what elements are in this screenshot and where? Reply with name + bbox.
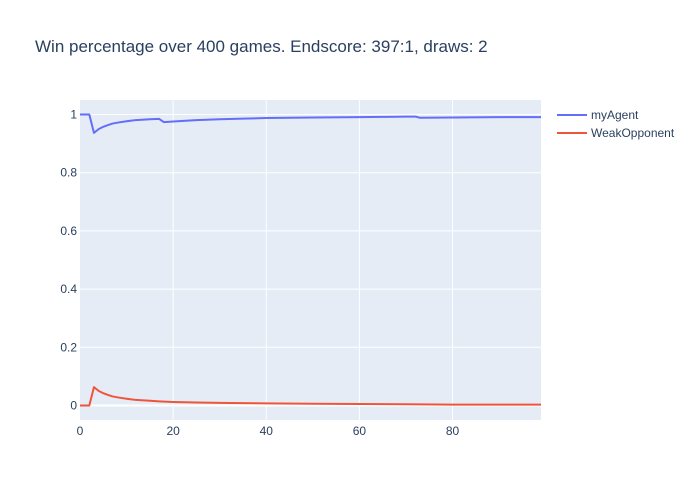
series-layer xyxy=(80,113,541,407)
y-tick-label: 0.2 xyxy=(60,340,77,354)
chart-title: Win percentage over 400 games. Endscore:… xyxy=(35,37,488,56)
x-axis: 0 20 40 60 80 xyxy=(77,424,460,438)
x-tick-label: 40 xyxy=(260,424,274,438)
y-axis: 0 0.2 0.4 0.6 0.8 1 xyxy=(60,108,77,413)
x-tick-label: 20 xyxy=(166,424,180,438)
legend-label: myAgent xyxy=(591,108,639,122)
plot-area xyxy=(80,100,541,420)
legend-label: WeakOpponent xyxy=(591,126,675,140)
x-tick-label: 0 xyxy=(77,424,84,438)
legend-item-WeakOpponent[interactable]: WeakOpponent xyxy=(557,126,675,140)
y-tick-label: 1 xyxy=(70,108,77,122)
y-tick-label: 0.6 xyxy=(60,224,77,238)
legend-item-myAgent[interactable]: myAgent xyxy=(557,108,639,122)
x-tick-label: 80 xyxy=(446,424,460,438)
series-line-WeakOpponent xyxy=(80,386,541,407)
series-line-myAgent xyxy=(80,113,541,134)
legend[interactable]: myAgent WeakOpponent xyxy=(557,108,675,140)
gridlines xyxy=(80,100,541,420)
y-tick-label: 0 xyxy=(70,398,77,412)
y-tick-label: 0.4 xyxy=(60,282,77,296)
y-tick-label: 0.8 xyxy=(60,166,77,180)
x-tick-label: 60 xyxy=(353,424,367,438)
